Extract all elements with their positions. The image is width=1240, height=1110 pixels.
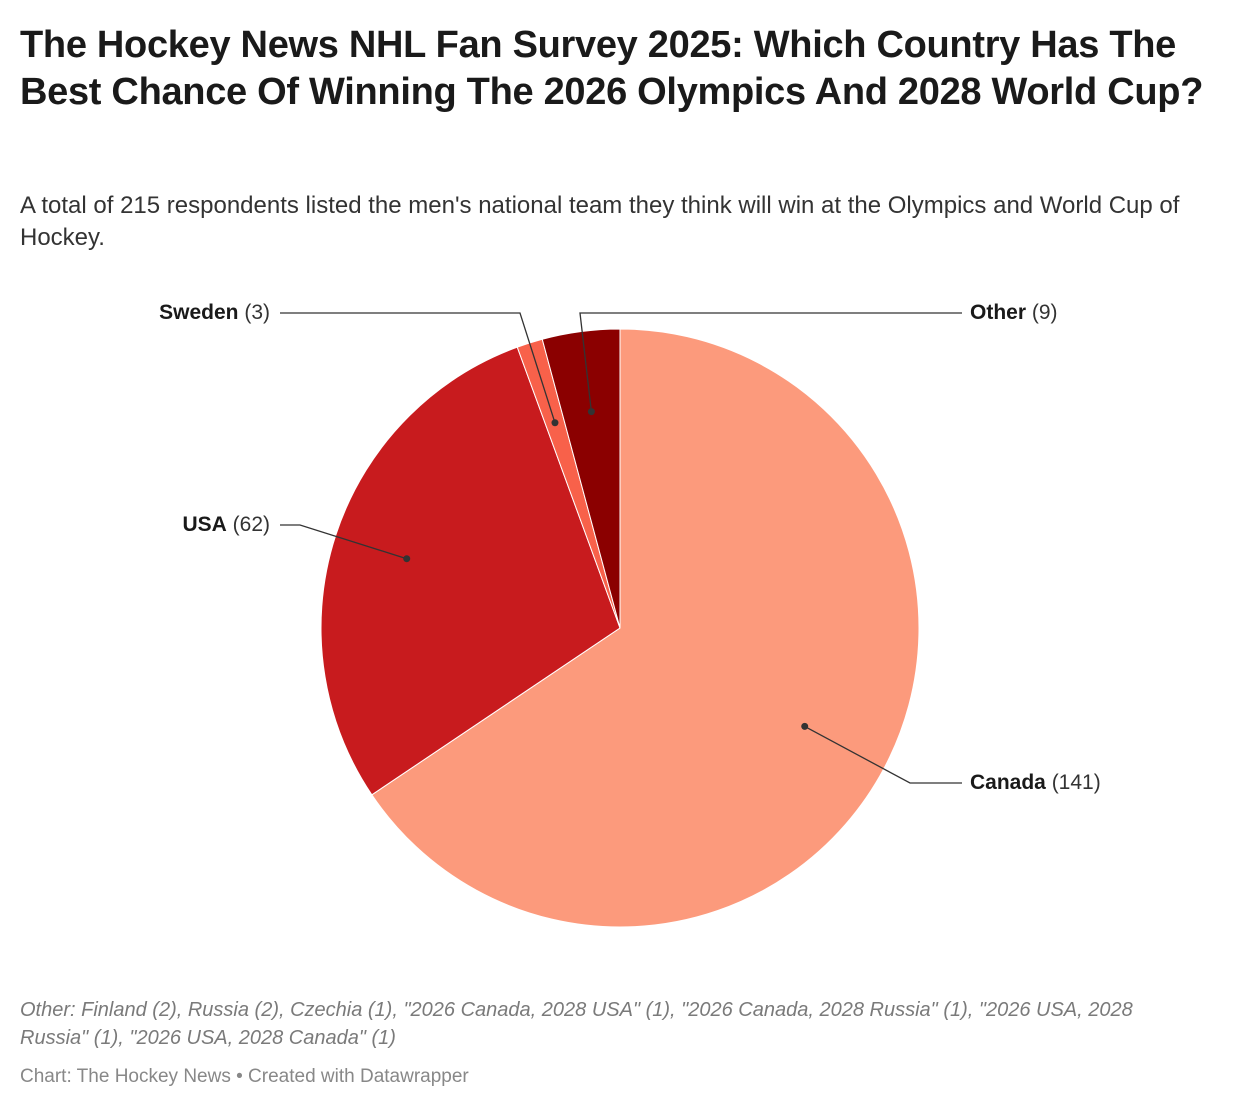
pie-slices (320, 328, 920, 928)
slice-label-name-sweden: Sweden (159, 301, 238, 324)
leader-dot-usa (403, 555, 411, 563)
chart-note: Other: Finland (2), Russia (2), Czechia … (20, 999, 1133, 1049)
pie-slice-other (541, 328, 621, 629)
leader-dot-canada (801, 722, 809, 730)
slice-label-sweden: Sweden (3) (159, 301, 270, 324)
slice-label-name-usa: USA (182, 513, 226, 536)
slice-label-name-canada: Canada (970, 771, 1046, 794)
leader-dot-sweden (551, 419, 559, 427)
chart-title: The Hockey News NHL Fan Survey 2025: Whi… (20, 24, 1204, 113)
chart-credit: Chart: The Hockey News • Created with Da… (20, 1066, 469, 1087)
slice-label-usa: USA (62) (182, 513, 270, 536)
slice-label-value-usa: (62) (227, 513, 270, 536)
slice-label-value-sweden: (3) (239, 301, 271, 324)
slice-label-canada: Canada (141) (970, 771, 1101, 794)
chart-subtitle: A total of 215 respondents listed the me… (20, 192, 1180, 251)
leader-line-sweden (280, 312, 556, 423)
leader-line-other (579, 312, 962, 412)
leader-line-canada (804, 725, 962, 784)
leader-line-usa (280, 524, 407, 560)
pie-labels: Canada (141) USA (62) Sweden (3) Other (9) (159, 301, 1101, 794)
pie-label-leaders (280, 312, 962, 784)
leader-dot-other (587, 408, 595, 416)
slice-label-name-other: Other (970, 301, 1026, 324)
slice-label-value-canada: (141) (1046, 771, 1101, 794)
slice-label-other: Other (9) (970, 301, 1058, 324)
slice-label-value-other: (9) (1026, 301, 1058, 324)
